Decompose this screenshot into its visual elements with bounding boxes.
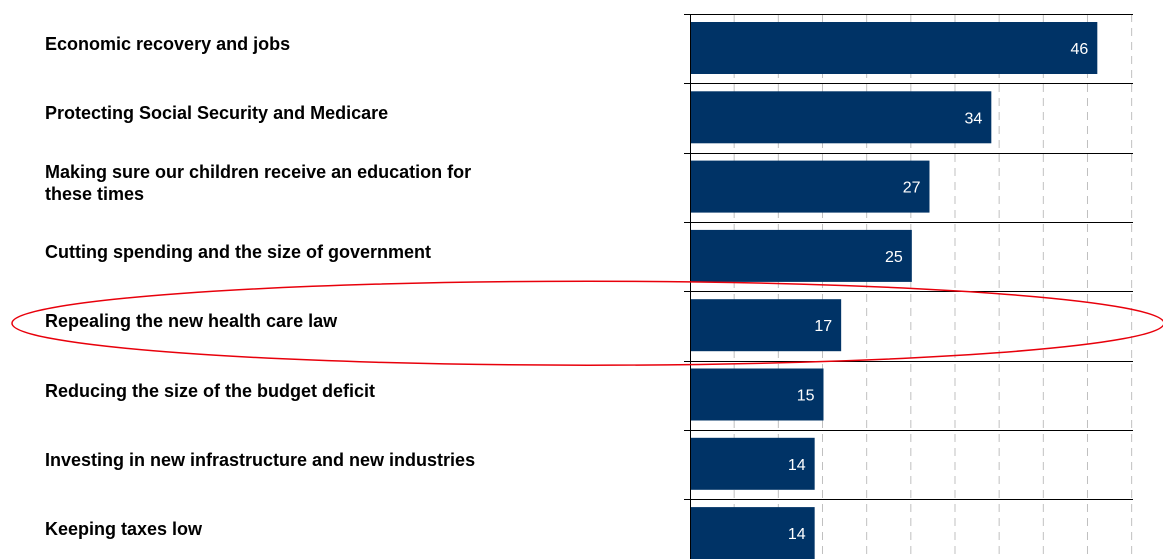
category-label: Making sure our children receive an educ…: [45, 161, 472, 204]
bar: [691, 437, 815, 490]
data-label: 27: [903, 180, 921, 197]
bar: [691, 368, 824, 421]
data-label: 17: [814, 318, 832, 335]
category-label: Repealing the new health care law: [45, 311, 338, 332]
data-label: 46: [1071, 41, 1089, 58]
bar: [691, 22, 1098, 74]
bar: [691, 299, 842, 352]
bar: [691, 229, 912, 282]
category-label: Protecting Social Security and Medicare: [45, 103, 389, 124]
data-label: 14: [788, 526, 806, 543]
category-label: Cutting spending and the size of governm…: [45, 241, 432, 262]
category-label: Investing in new infrastructure and new …: [45, 449, 476, 470]
highlight-ellipse: [11, 280, 1163, 366]
bar: [691, 160, 930, 213]
data-label: 15: [797, 388, 815, 405]
category-label: Keeping taxes low: [45, 519, 203, 540]
data-label: 14: [788, 457, 806, 474]
bar: [691, 91, 992, 144]
data-label: 25: [885, 249, 903, 266]
category-label: Reducing the size of the budget deficit: [45, 380, 376, 401]
category-label: Economic recovery and jobs: [45, 34, 291, 54]
data-label: 34: [965, 110, 983, 127]
bar: [691, 507, 815, 559]
